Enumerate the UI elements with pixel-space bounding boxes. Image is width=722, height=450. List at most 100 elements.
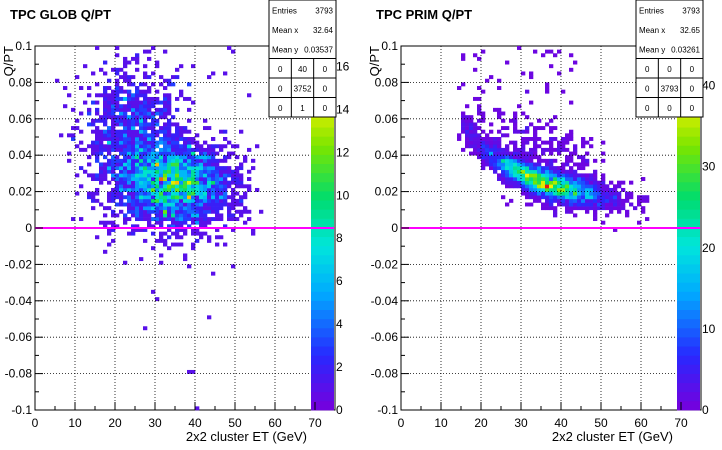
histogram-bin: [613, 198, 618, 203]
histogram-bin: [107, 166, 112, 171]
histogram-bin: [541, 169, 546, 174]
histogram-bin: [187, 137, 192, 141]
histogram-bin: [505, 169, 510, 174]
histogram-bin: [513, 180, 518, 185]
histogram-bin: [151, 133, 156, 138]
histogram-bin: [119, 198, 124, 203]
histogram-bin: [143, 151, 148, 156]
z-tick-label: 0: [702, 403, 709, 417]
histogram-bin: [207, 166, 212, 171]
histogram-bin: [461, 118, 466, 123]
histogram-bin: [111, 115, 116, 120]
histogram-bin: [155, 202, 160, 207]
histogram-bin: [119, 86, 124, 90]
histogram-bin: [135, 162, 140, 167]
histogram-bin: [99, 202, 104, 207]
histogram-bin: [155, 191, 160, 196]
histogram-bin: [87, 93, 92, 98]
palette-segment: [677, 382, 700, 393]
histogram-bin: [541, 180, 546, 185]
histogram-bin: [107, 144, 112, 149]
histogram-bin: [139, 155, 144, 160]
histogram-bin: [501, 151, 506, 156]
histogram-bin: [183, 191, 188, 196]
histogram-bin: [509, 155, 514, 160]
histogram-bin: [203, 118, 208, 123]
histogram-bin: [557, 71, 562, 76]
histogram-bin: [131, 56, 136, 61]
palette-segment: [311, 145, 334, 155]
histogram-bin: [107, 169, 112, 174]
histogram-bin: [199, 180, 204, 185]
histogram-bin: [529, 158, 534, 163]
histogram-bin: [255, 144, 260, 149]
histogram-bin: [565, 209, 570, 214]
histogram-bin: [565, 147, 570, 152]
histogram-bin: [473, 53, 478, 58]
histogram-bin: [143, 180, 148, 185]
histogram-bin: [155, 184, 160, 189]
histogram-bin: [521, 71, 526, 76]
histogram-bin: [143, 155, 148, 160]
histogram-bin: [191, 195, 196, 200]
histogram-bin: [231, 144, 236, 149]
histogram-bin: [529, 195, 534, 200]
histogram-bin: [509, 198, 514, 203]
histogram-bin: [497, 166, 502, 171]
histogram-bin: [525, 166, 530, 171]
histogram-bin: [111, 220, 116, 225]
histogram-bin: [143, 107, 148, 112]
histogram-bin: [115, 184, 120, 189]
palette-segment: [311, 355, 334, 365]
histogram-bin: [513, 144, 518, 149]
histogram-bin: [521, 129, 526, 134]
histogram-bin: [187, 209, 192, 214]
histogram-bin: [215, 195, 220, 200]
histogram-bin: [159, 155, 164, 160]
histogram-bin: [549, 126, 554, 131]
histogram-bin: [179, 228, 184, 232]
histogram-bin: [183, 151, 188, 156]
histogram-bin: [581, 162, 586, 167]
histogram-bin: [183, 96, 188, 101]
z-tick-label: 40: [702, 79, 716, 93]
histogram-bin: [525, 115, 530, 120]
histogram-bin: [171, 242, 176, 247]
histogram-bin: [151, 195, 156, 200]
palette-segment: [311, 400, 334, 411]
histogram-bins: [457, 46, 650, 232]
histogram-bin: [477, 137, 482, 141]
histogram-bin: [207, 198, 212, 203]
histogram-bin: [167, 144, 172, 149]
histogram-bin: [553, 115, 558, 120]
histogram-bin: [521, 162, 526, 167]
histogram-bin: [549, 169, 554, 174]
histogram-bin: [155, 158, 160, 163]
histogram-bin: [167, 209, 172, 214]
histogram-bin: [99, 140, 104, 145]
histogram-bin: [107, 111, 112, 116]
palette-segment: [677, 118, 700, 128]
histogram-bin: [605, 184, 610, 189]
histogram-bin: [545, 187, 550, 192]
histogram-bin: [549, 144, 554, 149]
histogram-bin: [131, 126, 136, 131]
histogram-bin: [469, 122, 474, 127]
histogram-bin: [541, 202, 546, 207]
histogram-bin: [465, 133, 470, 138]
histogram-bin: [171, 115, 176, 120]
histogram-bin: [131, 158, 136, 163]
histogram-bin: [95, 100, 100, 105]
histogram-bin: [167, 228, 172, 232]
histogram-bin: [115, 118, 120, 123]
histogram-bin: [143, 147, 148, 152]
histogram-bin: [135, 155, 140, 160]
histogram-bin: [123, 166, 128, 171]
histogram-bin: [179, 93, 184, 98]
histogram-bin: [247, 93, 252, 98]
histogram-bin: [179, 206, 184, 211]
histogram-bin: [155, 209, 160, 214]
histogram-bin: [231, 217, 236, 222]
histogram-bin: [553, 187, 558, 192]
histogram-bin: [493, 151, 498, 156]
